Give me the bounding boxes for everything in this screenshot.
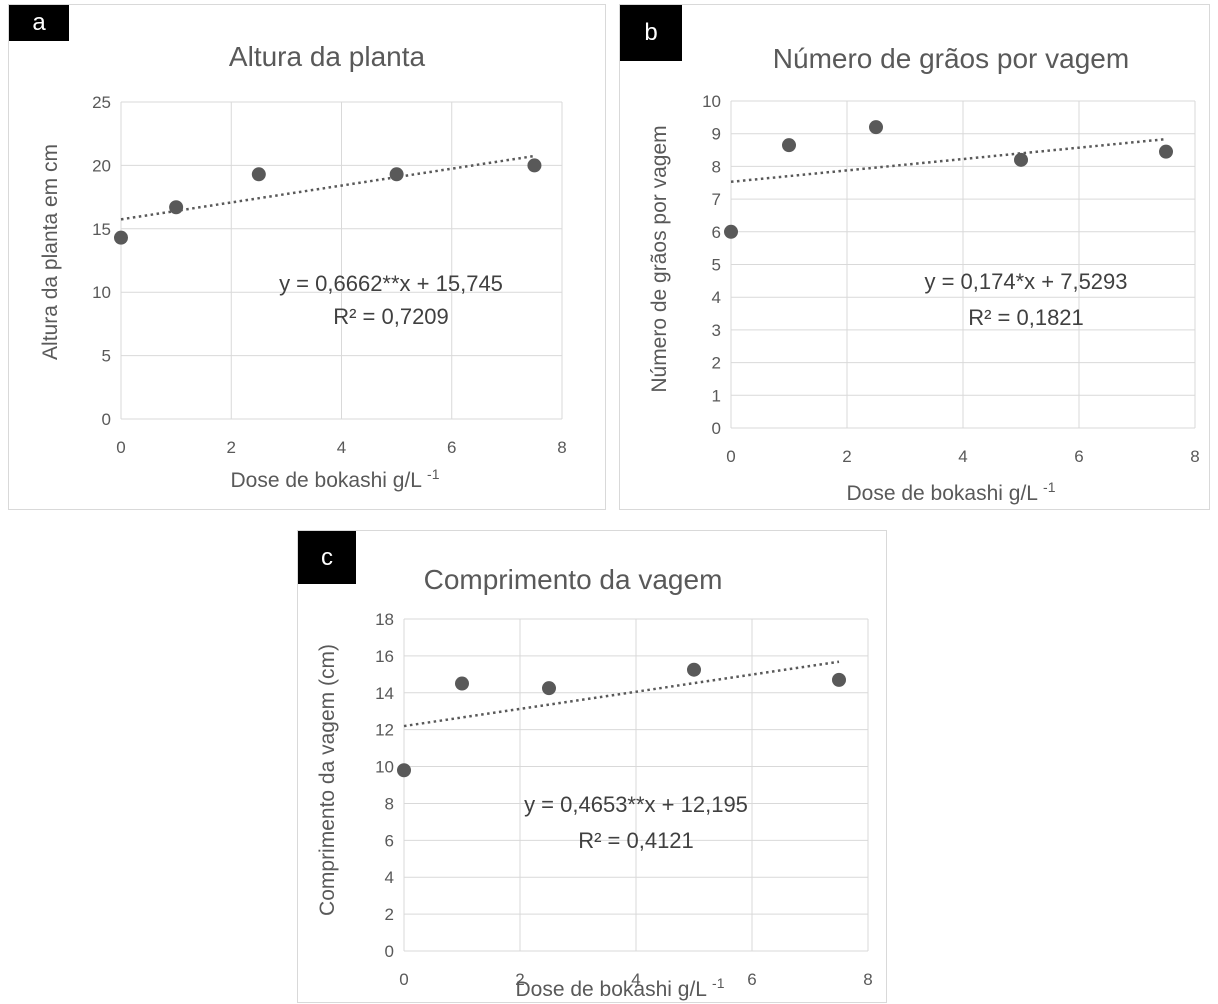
x-tick-label: 6 [447, 438, 456, 457]
trendline [404, 662, 839, 726]
x-tick-label: 8 [863, 970, 872, 989]
x-axis-label: Dose de bokashi g/L -1 [516, 975, 725, 1001]
y-tick-label: 10 [92, 283, 111, 302]
y-tick-label: 6 [712, 223, 721, 242]
x-tick-label: 0 [399, 970, 408, 989]
chart-a-svg: 0 5 10 15 20 25 0 2 4 6 8 Altura da planta Dose de b… [9, 5, 607, 511]
y-tick-label: 5 [102, 347, 111, 366]
data-point [390, 167, 404, 181]
x-axis-label: Dose de bokashi g/L -1 [231, 466, 440, 492]
y-tick-label: 18 [375, 610, 394, 629]
data-point [397, 763, 411, 777]
data-point [527, 158, 541, 172]
regression-equation: y = 0,174*x + 7,5293 [924, 269, 1127, 294]
data-point [114, 231, 128, 245]
r-squared: R² = 0,4121 [578, 828, 694, 853]
y-tick-label: 15 [92, 220, 111, 239]
chart-panel-b: b 0 1 2 3 4 5 6 7 8 9 10 0 2 4 6 8 Número de grãos por v… [619, 4, 1210, 510]
data-point [169, 200, 183, 214]
x-tick-label: 4 [337, 438, 346, 457]
x-tick-label: 8 [1190, 447, 1199, 466]
chart-title: Altura da planta [229, 41, 426, 72]
x-tick-label: 4 [958, 447, 967, 466]
data-point [1159, 145, 1173, 159]
x-tick-label: 2 [842, 447, 851, 466]
y-tick-label: 8 [712, 157, 721, 176]
y-tick-label: 25 [92, 93, 111, 112]
chart-title: Comprimento da vagem [424, 564, 723, 595]
data-point [252, 167, 266, 181]
data-point [724, 225, 738, 239]
r-squared: R² = 0,1821 [968, 305, 1084, 330]
data-point [782, 138, 796, 152]
data-point [869, 120, 883, 134]
chart-b-svg: 0 1 2 3 4 5 6 7 8 9 10 0 2 4 6 8 Número de grãos por vag… [620, 5, 1211, 511]
x-tick-label: 2 [227, 438, 236, 457]
y-tick-label: 5 [712, 256, 721, 275]
x-tick-label: 8 [557, 438, 566, 457]
y-tick-label: 4 [385, 868, 394, 887]
x-axis-label: Dose de bokashi g/L -1 [847, 479, 1056, 505]
y-tick-label: 20 [92, 156, 111, 175]
x-tick-label: 6 [1074, 447, 1083, 466]
y-tick-label: 2 [385, 905, 394, 924]
regression-equation: y = 0,6662**x + 15,745 [279, 271, 503, 296]
data-point [687, 663, 701, 677]
y-tick-label: 8 [385, 794, 394, 813]
data-point [832, 673, 846, 687]
regression-equation: y = 0,4653**x + 12,195 [524, 792, 748, 817]
y-tick-label: 0 [102, 410, 111, 429]
y-tick-label: 1 [712, 386, 721, 405]
chart-panel-c: c 0 2 4 6 8 10 12 14 16 18 0 2 4 6 8 Comprimento da vag… [297, 530, 887, 1003]
x-tick-label: 0 [116, 438, 125, 457]
y-tick-label: 7 [712, 190, 721, 209]
y-tick-label: 4 [712, 288, 721, 307]
data-point [455, 677, 469, 691]
y-tick-label: 3 [712, 321, 721, 340]
y-axis-label: Número de grãos por vagem [648, 125, 671, 392]
chart-panel-a: a 0 5 10 15 20 25 0 2 4 6 8 Altura da planta Dose de… [8, 4, 606, 510]
y-tick-label: 10 [702, 92, 721, 111]
y-tick-label: 6 [385, 831, 394, 850]
chart-title: Número de grãos por vagem [773, 43, 1129, 74]
y-tick-label: 0 [712, 419, 721, 438]
y-tick-label: 2 [712, 354, 721, 373]
y-tick-label: 16 [375, 647, 394, 666]
x-tick-label: 6 [747, 970, 756, 989]
y-tick-label: 14 [375, 684, 394, 703]
y-tick-label: 12 [375, 721, 394, 740]
trendline [731, 139, 1166, 182]
y-tick-label: 9 [712, 125, 721, 144]
r-squared: R² = 0,7209 [333, 304, 449, 329]
y-axis-label: Comprimento da vagem (cm) [316, 644, 339, 916]
y-axis-label: Altura da planta em cm [39, 144, 62, 360]
y-tick-label: 10 [375, 758, 394, 777]
data-point [542, 681, 556, 695]
data-point [1014, 153, 1028, 167]
y-tick-label: 0 [385, 942, 394, 961]
x-tick-label: 0 [726, 447, 735, 466]
